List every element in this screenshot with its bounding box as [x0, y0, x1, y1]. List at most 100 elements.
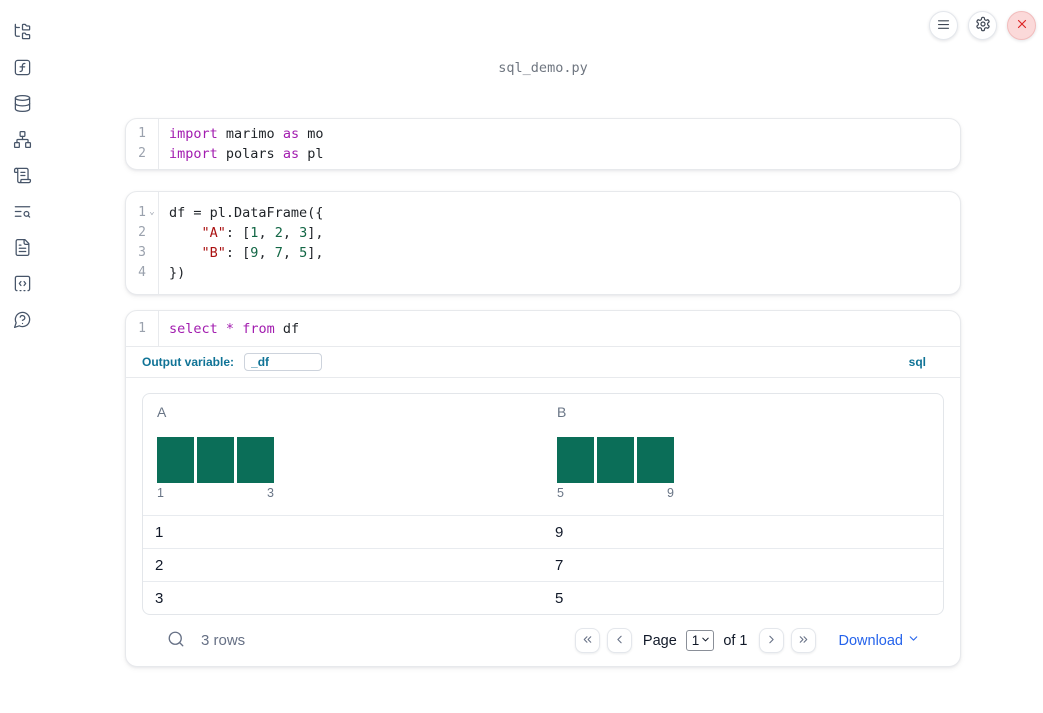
download-label: Download	[838, 632, 904, 649]
axis-tick-label: 1	[157, 486, 164, 500]
code-lines: df = pl.DataFrame({ "A": [1, 2, 3], "B":…	[159, 192, 960, 294]
function-square-icon	[13, 58, 32, 80]
shutdown-button[interactable]	[1007, 11, 1036, 40]
line-number: 1	[138, 126, 146, 141]
next-page-button[interactable]	[758, 628, 784, 653]
histogram-bar	[157, 437, 194, 483]
code-line: "A": [1, 2, 3],	[201, 225, 324, 241]
line-number: 1	[138, 205, 146, 220]
pagination: Page 1 of 1 Download	[574, 628, 921, 653]
chevron-down-icon	[907, 632, 920, 649]
chevron-down-icon	[700, 633, 711, 648]
line-number: 2	[138, 146, 146, 161]
sidebar-item-outline-search[interactable]	[10, 202, 34, 224]
output-variable-label: Output variable:	[142, 355, 235, 369]
chevrons-left-icon	[581, 633, 594, 649]
sidebar-item-logs[interactable]	[10, 166, 34, 188]
file-text-icon	[13, 238, 32, 260]
column-label: B	[557, 404, 567, 420]
page-select-value: 1	[691, 633, 700, 648]
prev-page-button[interactable]	[606, 628, 632, 653]
topbar	[929, 11, 1036, 40]
first-page-button[interactable]	[574, 628, 600, 653]
search-button[interactable]	[167, 630, 185, 651]
line-number: 1	[138, 321, 146, 336]
chevrons-right-icon	[797, 633, 810, 649]
code-line: select * from df	[169, 321, 300, 337]
line-number: 3	[138, 245, 146, 260]
histogram-bar	[597, 437, 634, 483]
sql-cell: 1 select * from df Output variable: sql …	[125, 310, 961, 667]
histogram-bar	[197, 437, 234, 483]
column-label: A	[157, 404, 167, 420]
table-cell: 2	[155, 556, 164, 574]
database-icon	[13, 94, 32, 116]
output-variable-row: Output variable: sql	[126, 347, 960, 378]
sidebar-item-documentation[interactable]	[10, 238, 34, 260]
folder-tree-icon	[13, 22, 32, 44]
scroll-text-icon	[13, 166, 32, 188]
chevron-right-icon	[765, 633, 778, 649]
code-line: import polars as pl	[169, 146, 324, 162]
histogram-bar	[557, 437, 594, 483]
sidebar-item-help[interactable]	[10, 310, 34, 332]
table-footer: 3 rows Page 1 of 1	[142, 615, 944, 666]
sidebar-item-dependency-graph[interactable]	[10, 130, 34, 152]
language-badge: sql	[908, 355, 926, 369]
search-icon	[167, 630, 185, 651]
page-select[interactable]: 1	[685, 630, 715, 651]
snippet-code-icon	[13, 274, 32, 296]
code-line: df = pl.DataFrame({	[169, 205, 324, 221]
histogram-bars	[157, 437, 274, 483]
network-icon	[13, 130, 32, 152]
histogram-bar	[637, 437, 674, 483]
code-lines: select * from df	[159, 311, 960, 346]
help-bubble-icon	[13, 310, 32, 332]
code-editor[interactable]: 1 ⌄ 2 3 4 df = pl.DataFrame({ "A": [1, 2, 3]…	[126, 192, 960, 294]
fold-chevron-icon[interactable]: ⌄	[149, 207, 155, 217]
close-icon	[1015, 17, 1029, 34]
settings-button[interactable]	[968, 11, 997, 40]
table-cell: 1	[155, 523, 164, 541]
gear-icon	[975, 16, 991, 35]
chevron-left-icon	[613, 633, 626, 649]
sidebar-item-variables[interactable]	[10, 58, 34, 80]
sidebar-item-datasources[interactable]	[10, 94, 34, 116]
code-line: })	[169, 265, 186, 281]
sidebar-item-file-tree[interactable]	[10, 22, 34, 44]
page-label: Page	[642, 632, 677, 649]
row-count: 3 rows	[201, 632, 246, 649]
line-number: 4	[138, 265, 146, 280]
filename-title[interactable]: sql_demo.py	[498, 60, 588, 76]
text-search-icon	[13, 202, 32, 224]
histogram-bars	[557, 437, 674, 483]
table-cell: 5	[555, 589, 564, 607]
code-line: import marimo as mo	[169, 126, 324, 142]
download-button[interactable]: Download	[839, 632, 921, 649]
axis-tick-label: 9	[667, 486, 674, 500]
sql-editor[interactable]: 1 select * from df	[126, 311, 960, 347]
line-number: 2	[138, 225, 146, 240]
table-cell: 9	[555, 523, 564, 541]
menu-button[interactable]	[929, 11, 958, 40]
sidebar-item-snippets[interactable]	[10, 274, 34, 296]
line-gutter: 1 ⌄ 2 3 4	[126, 192, 159, 294]
code-lines: import marimo as mo import polars as pl	[159, 119, 960, 169]
table-cell: 7	[555, 556, 564, 574]
output-variable-input[interactable]	[244, 353, 323, 371]
last-page-button[interactable]	[790, 628, 816, 653]
